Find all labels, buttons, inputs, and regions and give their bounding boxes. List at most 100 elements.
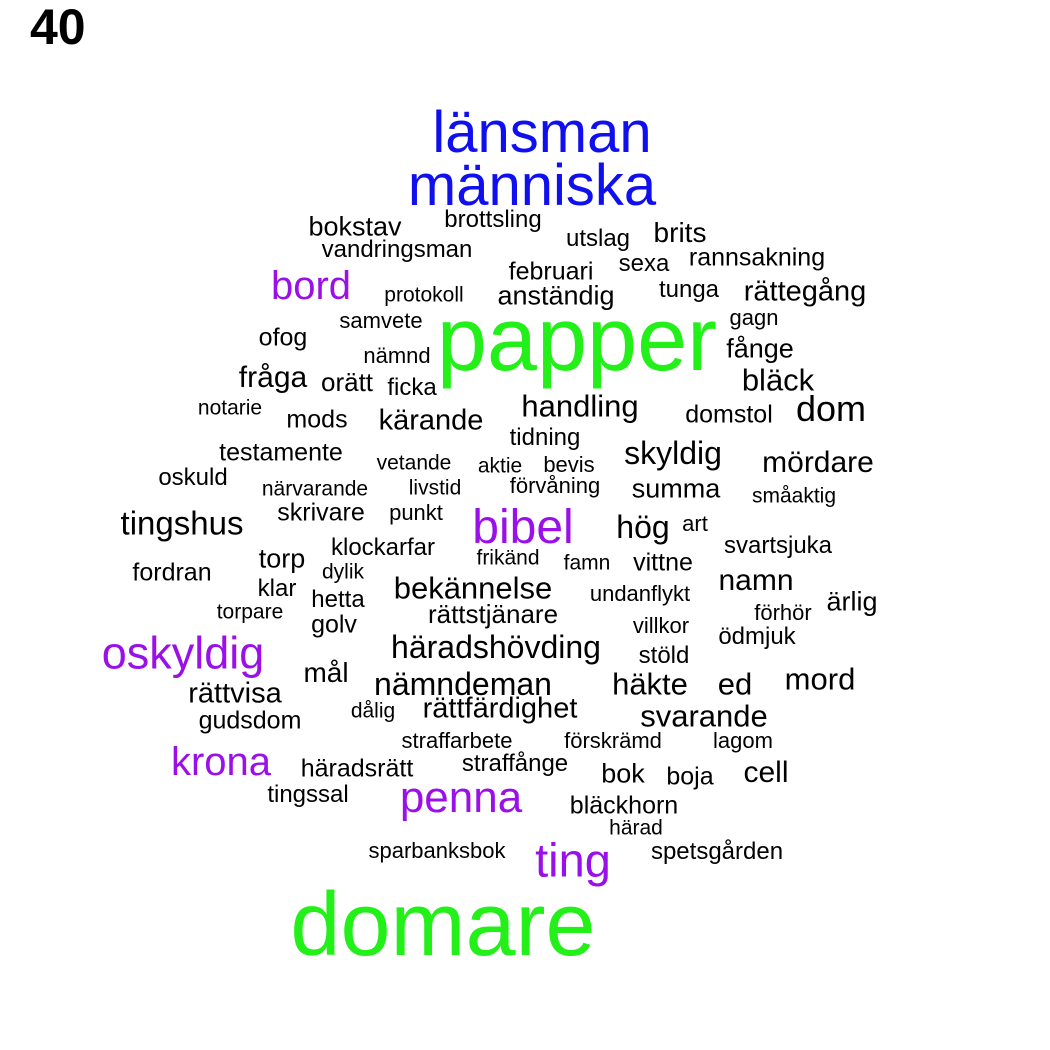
word-19: ofog xyxy=(258,323,308,352)
word-92: cell xyxy=(743,756,789,789)
word-97: sparbanksbok xyxy=(368,838,506,863)
word-58: dylik xyxy=(321,560,365,584)
word-53: klockarfar xyxy=(330,534,436,561)
word-49: hög xyxy=(616,509,670,545)
word-47: punkt xyxy=(389,500,443,525)
word-46: skrivare xyxy=(277,498,365,527)
word-90: bok xyxy=(601,758,645,789)
word-21: nämnd xyxy=(363,343,431,368)
word-60: klar xyxy=(257,575,297,602)
word-61: bekännelse xyxy=(393,570,553,606)
word-50: art xyxy=(682,511,708,536)
word-83: gudsdom xyxy=(198,706,302,735)
word-77: häkte xyxy=(612,666,688,702)
word-14: protokoll xyxy=(384,283,464,307)
word-52: torp xyxy=(258,543,306,574)
panel-number: 40 xyxy=(30,0,86,55)
word-44: småaktig xyxy=(751,484,837,508)
word-33: testamente xyxy=(219,438,343,467)
word-85: förskrämd xyxy=(564,728,662,753)
word-20: fånge xyxy=(726,333,794,364)
word-6: brits xyxy=(653,217,707,248)
word-73: stöld xyxy=(638,642,690,669)
word-63: hetta xyxy=(311,586,365,613)
word-28: dom xyxy=(795,388,867,429)
word-7: vandringsman xyxy=(321,236,473,263)
word-95: bläckhorn xyxy=(569,791,679,820)
word-34: skyldig xyxy=(624,435,722,471)
word-69: villkor xyxy=(632,613,690,638)
word-3: bokstav xyxy=(308,211,402,242)
word-70: ödmjuk xyxy=(718,623,796,650)
word-64: ärlig xyxy=(826,586,878,617)
word-48: bibel xyxy=(472,501,574,554)
word-40: närvarande xyxy=(261,477,369,501)
word-89: häradsrätt xyxy=(300,754,414,783)
word-96: härad xyxy=(609,816,663,840)
word-57: fordran xyxy=(132,558,212,587)
word-29: mods xyxy=(286,405,348,434)
word-1: länsman xyxy=(432,100,652,165)
word-56: vittne xyxy=(633,548,693,577)
word-12: tunga xyxy=(658,276,720,303)
word-62: undanflykt xyxy=(589,581,691,606)
word-72: häradshövding xyxy=(391,629,601,665)
word-98: ting xyxy=(535,833,611,887)
word-41: livstid xyxy=(408,476,462,500)
word-22: fråga xyxy=(238,361,308,394)
word-8: sexa xyxy=(618,250,670,277)
word-76: nämndeman xyxy=(374,666,552,702)
word-24: ficka xyxy=(387,374,437,401)
word-80: dålig xyxy=(350,699,396,723)
word-51: svartsjuka xyxy=(723,532,833,559)
word-68: golv xyxy=(311,610,357,639)
word-94: penna xyxy=(399,773,523,822)
word-59: namn xyxy=(718,564,794,597)
word-65: torpare xyxy=(216,600,284,624)
word-26: notarie xyxy=(197,396,263,420)
word-18: papper xyxy=(436,290,718,390)
word-86: lagom xyxy=(713,728,773,753)
word-81: rättfärdighet xyxy=(422,692,578,725)
word-74: mål xyxy=(303,657,349,688)
word-66: rättstjänare xyxy=(427,599,559,629)
word-87: krona xyxy=(170,740,272,784)
word-88: straffånge xyxy=(461,750,569,777)
word-13: rättegång xyxy=(743,275,867,308)
word-10: februari xyxy=(508,257,594,286)
word-84: straffarbete xyxy=(401,728,513,753)
word-9: rannsakning xyxy=(688,243,826,272)
word-36: vetande xyxy=(376,451,452,475)
word-82: svarande xyxy=(640,698,768,734)
word-71: oskyldig xyxy=(101,627,265,679)
word-32: tidning xyxy=(509,424,581,451)
word-75: mord xyxy=(784,661,856,697)
word-91: boja xyxy=(666,762,714,791)
word-99: spetsgården xyxy=(650,838,784,865)
word-27: handling xyxy=(521,388,639,424)
word-23: orätt xyxy=(320,367,374,397)
word-78: ed xyxy=(717,666,753,702)
word-25: bläck xyxy=(741,362,815,398)
word-45: tingshus xyxy=(120,504,244,542)
word-31: domstol xyxy=(685,400,773,429)
word-79: rättvisa xyxy=(188,677,282,710)
word-43: summa xyxy=(631,473,721,504)
word-55: famn xyxy=(563,551,611,575)
word-5: utslag xyxy=(565,225,631,252)
word-2: människa xyxy=(407,153,657,218)
word-4: brottsling xyxy=(444,206,542,233)
word-11: bord xyxy=(270,264,352,308)
word-54: frikänd xyxy=(476,546,540,570)
word-30: kärande xyxy=(378,404,484,437)
word-16: gagn xyxy=(729,305,779,330)
word-42: förvåning xyxy=(509,473,601,498)
word-17: samvete xyxy=(339,308,423,333)
word-100: domare xyxy=(290,875,596,975)
word-93: tingssal xyxy=(267,781,349,808)
word-35: mördare xyxy=(762,446,874,479)
word-67: förhör xyxy=(754,600,812,625)
word-15: anständig xyxy=(497,280,615,311)
word-39: oskuld xyxy=(158,464,228,491)
